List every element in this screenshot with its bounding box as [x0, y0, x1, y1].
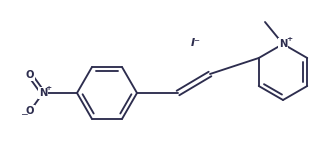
Text: N: N — [39, 88, 47, 98]
Text: +: + — [46, 85, 52, 91]
Text: O: O — [26, 106, 34, 116]
Text: I⁻: I⁻ — [191, 38, 201, 48]
Text: N: N — [279, 39, 287, 49]
Text: −: − — [20, 109, 28, 118]
Text: +: + — [286, 36, 292, 42]
Text: O: O — [26, 70, 34, 80]
